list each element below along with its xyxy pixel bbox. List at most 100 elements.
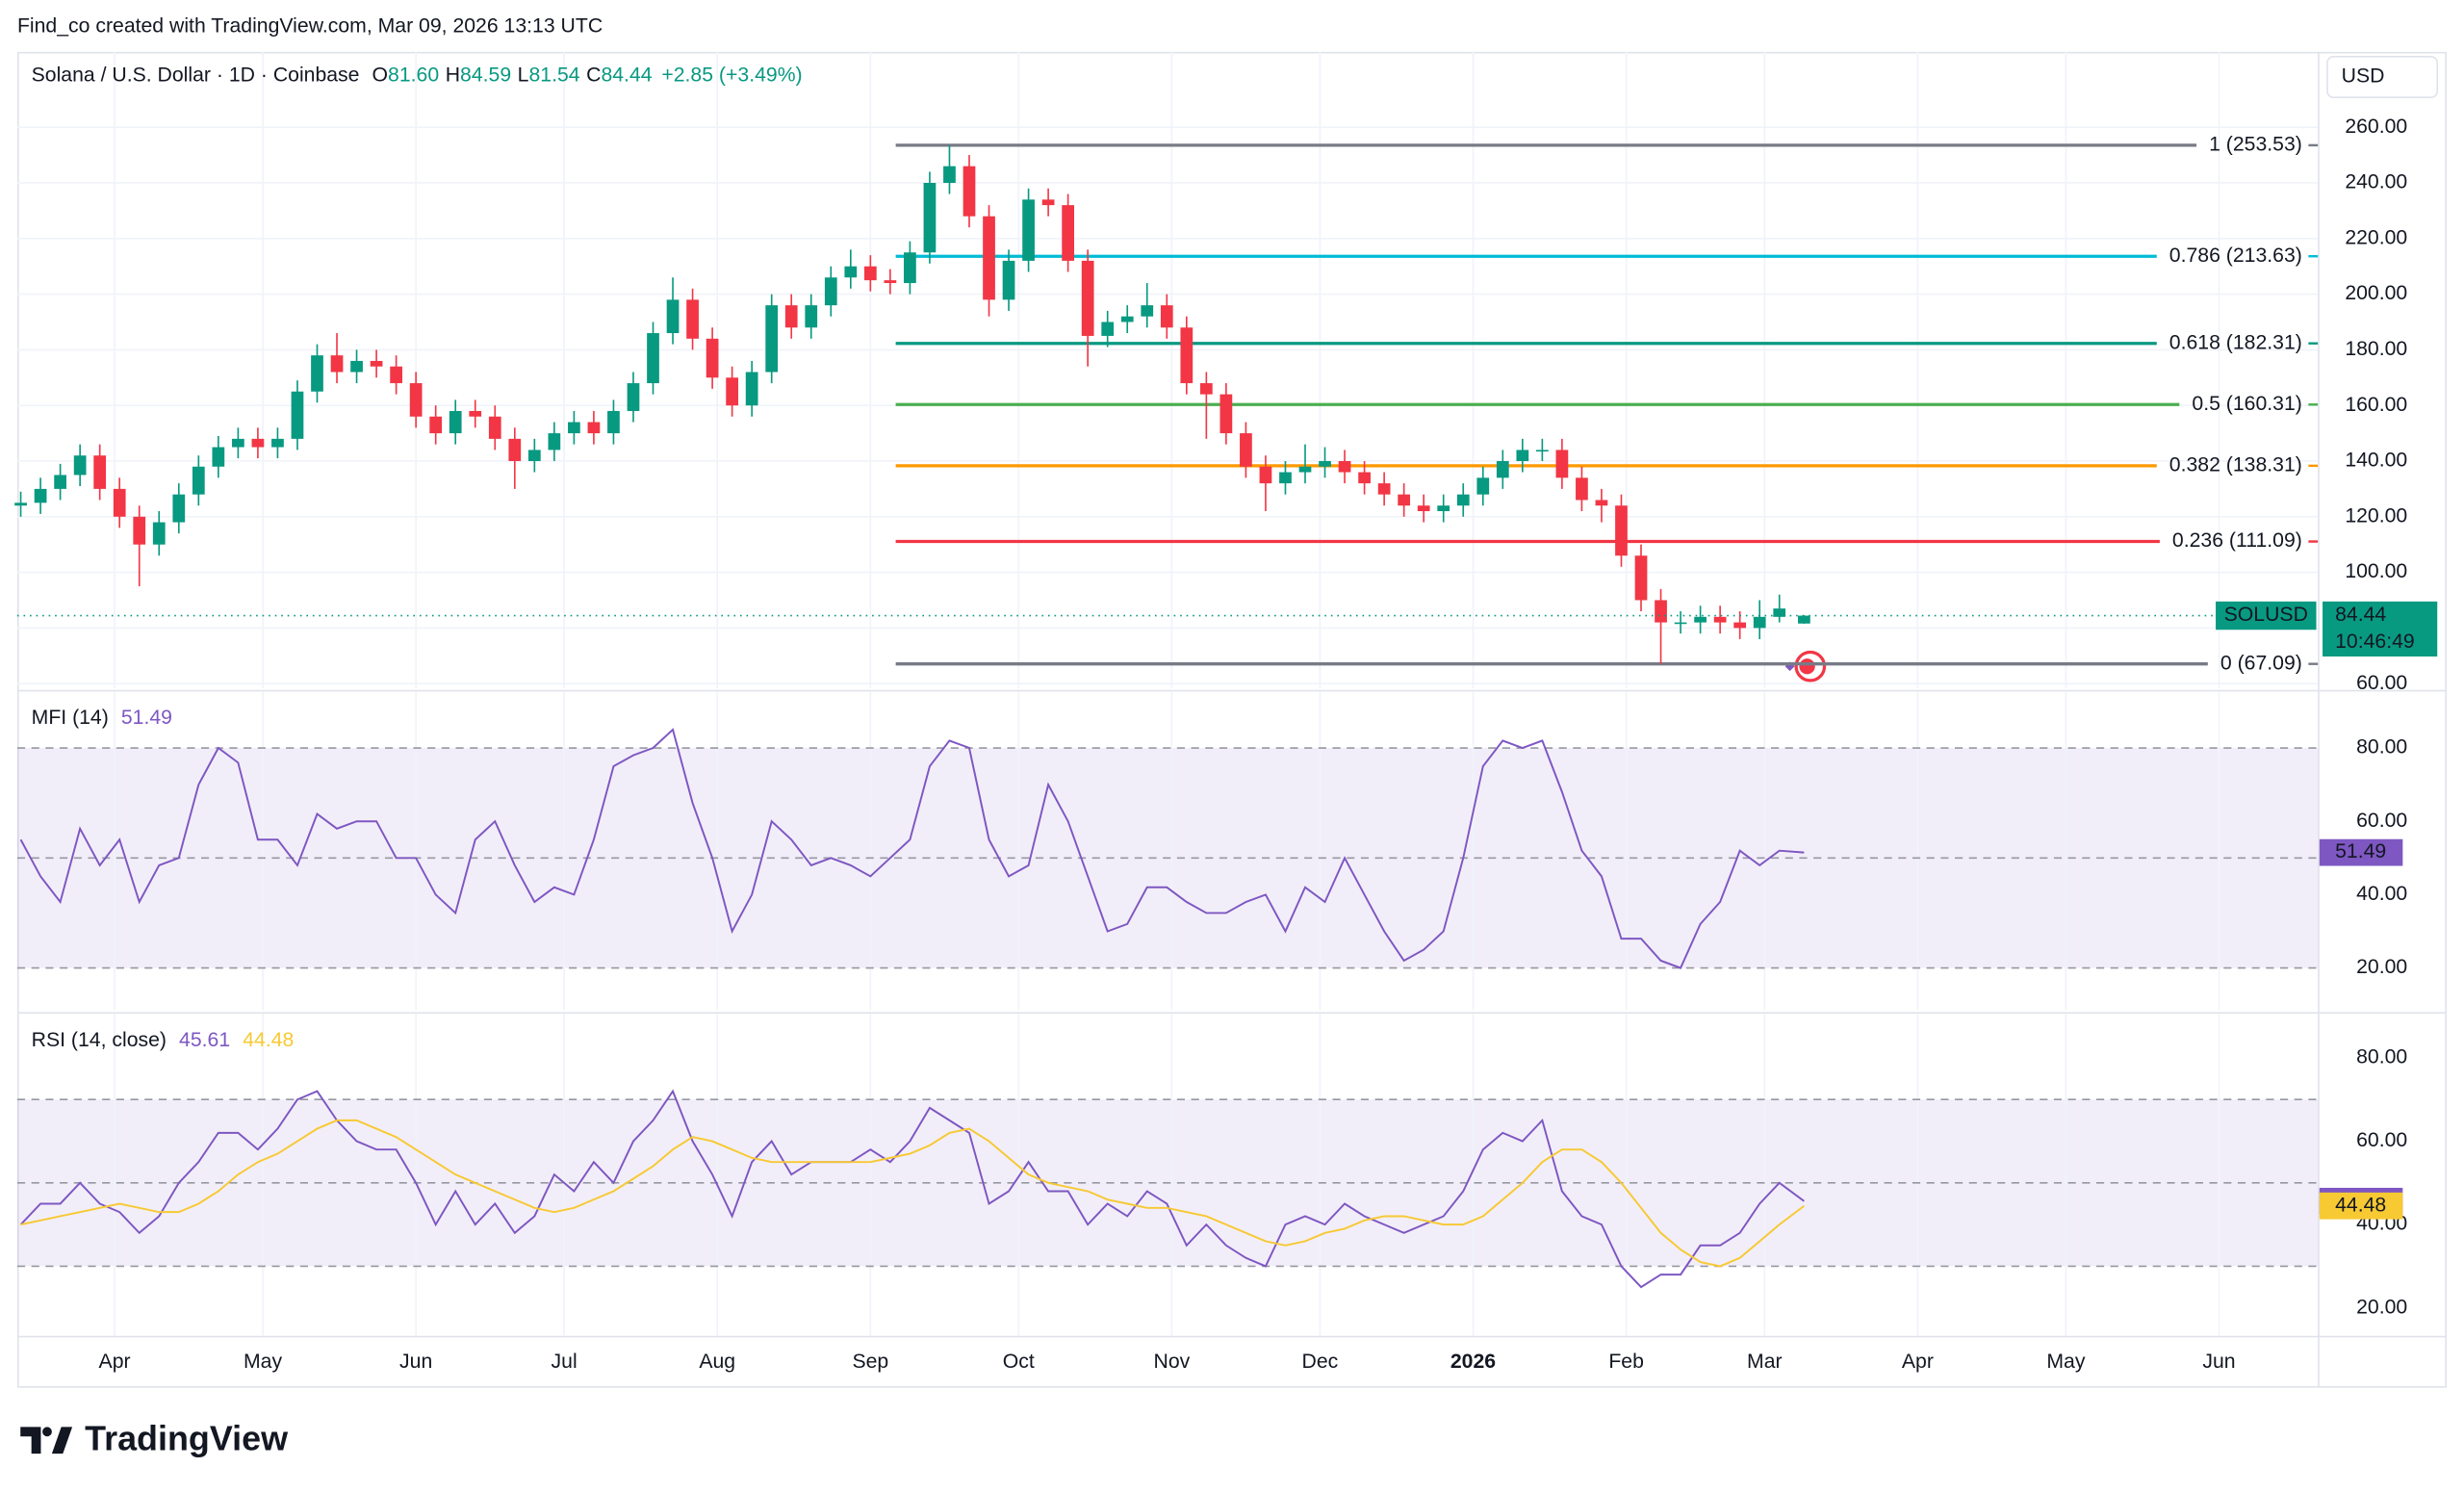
y-tick-label: 80.00 [2356,1046,2407,1068]
candle-body [1219,394,1233,434]
candle-body [1120,316,1134,322]
candle-body [1496,460,1509,478]
fib-label: 0.618 (182.31) [2169,331,2302,353]
candle-body [1615,505,1628,556]
x-tick-label: Jun [2202,1351,2235,1373]
candle-body [1753,616,1766,629]
x-tick-label: Jun [399,1351,432,1373]
logo-shape [20,1427,41,1454]
legend-item: 44.48 [243,1028,294,1050]
y-tick-label: 240.00 [2345,171,2407,193]
candle-body [607,410,620,434]
indicator-line [19,1089,1805,1289]
legend-item: 45.61 [179,1028,230,1050]
candle-body [1199,383,1213,395]
legend-item: L [518,64,529,86]
fib-label: 0 (67.09) [2220,652,2302,674]
candle-body [1398,494,1411,506]
value-box [2319,1192,2403,1220]
candle-body [1358,472,1371,484]
value-label: 51.49 [2335,840,2386,862]
x-tick-label: Sep [852,1351,888,1373]
candle-body [1101,322,1115,336]
candle-body [1476,477,1490,495]
candle-body [904,252,916,284]
event-icon-dot [1799,658,1815,675]
x-tick-label: May [244,1351,282,1373]
candle-body [508,438,522,461]
candle-body [805,305,818,328]
legend: Solana / U.S. Dollar · 1D · Coinbase O81.… [32,64,803,86]
legend-item: H [446,64,460,86]
y-tick-label: 60.00 [2356,1129,2407,1151]
legend-item: 51.49 [121,707,172,729]
candle-body [784,305,798,328]
candle-body [1338,460,1351,473]
candle-body [706,338,719,378]
candle-body [1081,260,1094,336]
candle-body [54,475,66,489]
brand-logo [20,1427,73,1454]
candle-body [1535,450,1549,452]
legend-item: O [372,64,389,86]
candle-body [863,266,877,281]
candle-body [548,433,561,450]
candle-body [93,455,107,489]
candle-body [1733,622,1747,629]
candle-body [1417,505,1430,512]
candle-body [627,383,640,411]
y-tick-label: 80.00 [2356,736,2407,759]
candle-body [666,299,680,334]
candle-body [1456,494,1470,506]
candle-body [1062,205,1075,261]
candle-body [350,360,363,373]
unit-label: USD [2342,65,2385,88]
legend-item: RSI (14, close) [32,1028,167,1050]
x-tick-label: 2026 [1450,1351,1496,1373]
x-tick-label: Aug [699,1351,735,1373]
legend-item: +2.85 (+3.49%) [661,64,802,86]
legend-item: 84.59 [460,64,511,86]
candle-body [587,422,601,434]
candle-body [527,450,541,461]
x-tick-label: Feb [1608,1351,1644,1373]
candle-body [469,410,482,417]
x-tick-label: Nov [1154,1351,1191,1373]
x-tick-label: Apr [1902,1351,1934,1373]
candle-body [311,355,323,392]
x-tick-label: Mar [1747,1351,1783,1373]
candle-body [1798,615,1810,624]
fib-label: 1 (253.53) [2209,134,2302,156]
x-tick-label: Dec [1302,1351,1339,1373]
candle-body [133,516,146,545]
candle-body [1694,616,1707,623]
x-tick-label: May [2046,1351,2085,1373]
candle-body [14,502,27,506]
fib-label: 0.236 (111.09) [2172,529,2302,552]
candle-body [1655,600,1667,623]
candle-body [1773,608,1786,617]
candle-body [745,372,758,406]
candle-body [1141,305,1154,317]
candle-body [824,277,837,306]
brand: TradingView [85,1419,288,1458]
candle-body [1713,616,1727,623]
candle-body [884,280,897,284]
candle-body [330,355,344,373]
symbol-box [2216,601,2317,631]
candle-body [1437,505,1450,512]
legend: RSI (14, close) 45.61 44.48 [32,1028,295,1050]
y-tick-label: 100.00 [2345,560,2407,582]
candle-body [1240,433,1252,467]
candle-body [390,366,402,384]
candle-body [765,305,779,373]
candle-body [1002,260,1015,300]
y-tick-label: 20.00 [2356,956,2407,978]
candle-body [113,488,126,517]
candle-body [429,416,443,434]
candle-body [1674,622,1687,625]
candle-body [983,216,995,300]
candle-body [1516,450,1529,461]
